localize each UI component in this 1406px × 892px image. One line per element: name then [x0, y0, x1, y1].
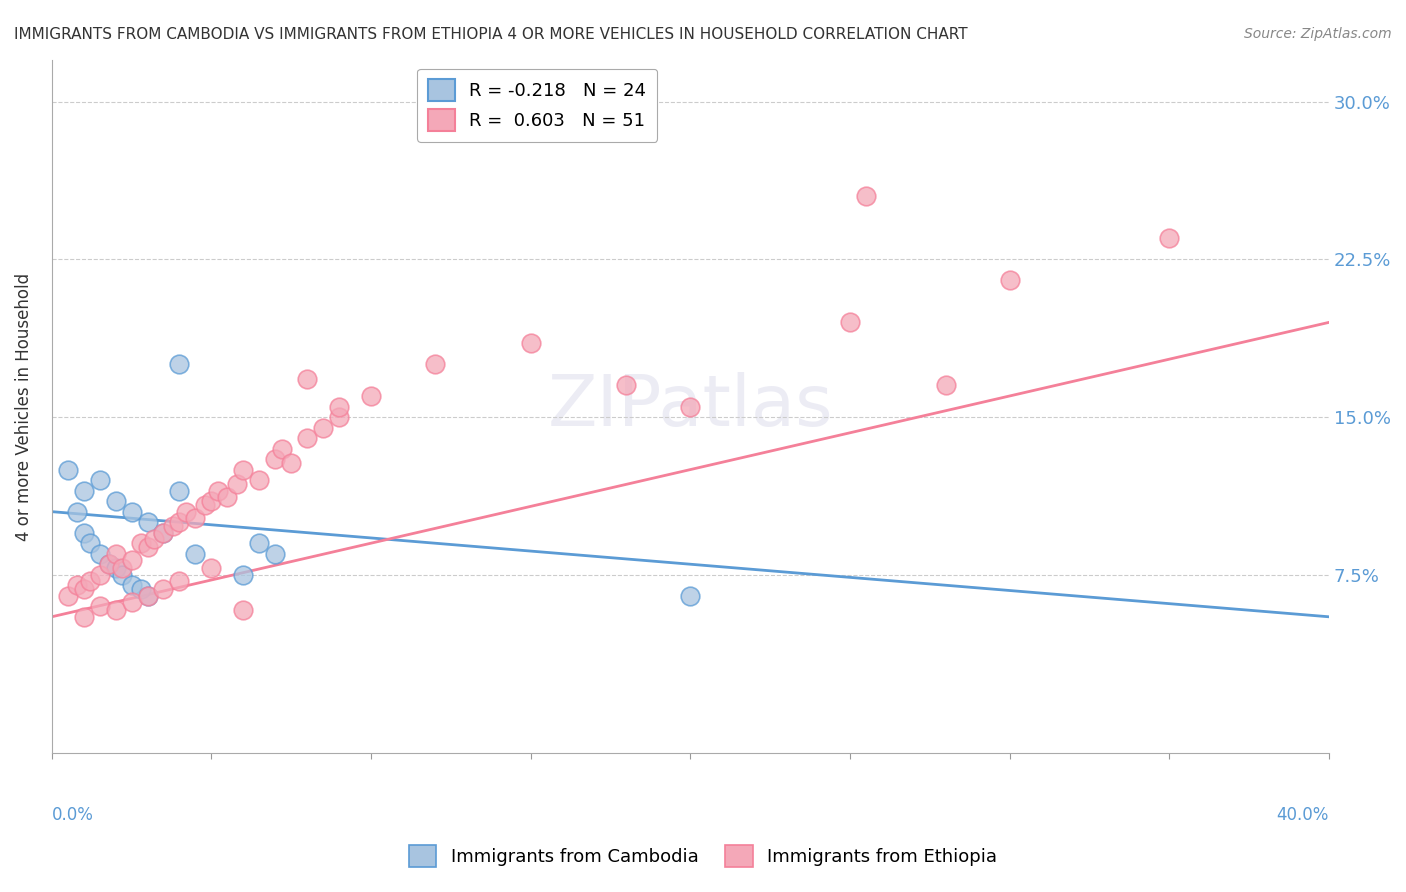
Point [1159, 231, 1181, 245]
Point [98, 558, 121, 572]
Point [998, 273, 1021, 287]
Point [111, 561, 134, 575]
Point [129, 582, 152, 597]
Point [200, 494, 222, 508]
Point [328, 400, 350, 414]
Point [79, 536, 101, 550]
Point [226, 477, 249, 491]
Point [232, 603, 254, 617]
Y-axis label: 4 or more Vehicles in Household: 4 or more Vehicles in Household [15, 272, 32, 541]
Point [679, 589, 702, 603]
Point [169, 358, 191, 372]
Point [312, 420, 335, 434]
Point [169, 515, 191, 529]
Point [616, 378, 638, 392]
Point [264, 452, 287, 467]
Point [232, 567, 254, 582]
Point [247, 536, 270, 550]
Text: ZIPatlas: ZIPatlas [547, 372, 834, 441]
Point [679, 400, 702, 414]
Point [295, 431, 318, 445]
Legend: R = -0.218   N = 24, R =  0.603   N = 51: R = -0.218 N = 24, R = 0.603 N = 51 [418, 69, 657, 142]
Point [152, 525, 174, 540]
Point [73, 525, 96, 540]
Text: 0.0%: 0.0% [52, 806, 94, 824]
Point [66, 505, 89, 519]
Point [162, 519, 184, 533]
Point [270, 442, 292, 456]
Point [111, 567, 134, 582]
Point [136, 541, 159, 555]
Point [152, 582, 174, 597]
Point [184, 511, 207, 525]
Point [104, 603, 127, 617]
Point [56, 462, 79, 476]
Text: IMMIGRANTS FROM CAMBODIA VS IMMIGRANTS FROM ETHIOPIA 4 OR MORE VEHICLES IN HOUSE: IMMIGRANTS FROM CAMBODIA VS IMMIGRANTS F… [14, 27, 967, 42]
Point [194, 499, 217, 513]
Point [855, 189, 877, 203]
Point [89, 547, 111, 561]
Point [66, 578, 89, 592]
Point [174, 505, 197, 519]
Point [73, 483, 96, 498]
Point [136, 589, 159, 603]
Point [169, 574, 191, 588]
Point [56, 589, 79, 603]
Point [89, 567, 111, 582]
Point [121, 553, 143, 567]
Point [89, 473, 111, 487]
Point [423, 358, 446, 372]
Point [73, 609, 96, 624]
Point [121, 595, 143, 609]
Point [104, 547, 127, 561]
Point [142, 532, 165, 546]
Point [73, 582, 96, 597]
Point [152, 525, 174, 540]
Point [328, 410, 350, 425]
Point [121, 505, 143, 519]
Point [200, 561, 222, 575]
Point [280, 456, 302, 470]
Point [232, 462, 254, 476]
Point [136, 515, 159, 529]
Point [184, 547, 207, 561]
Point [104, 561, 127, 575]
Text: Source: ZipAtlas.com: Source: ZipAtlas.com [1244, 27, 1392, 41]
Point [79, 574, 101, 588]
Point [104, 494, 127, 508]
Point [89, 599, 111, 614]
Point [264, 547, 287, 561]
Point [121, 578, 143, 592]
Legend: Immigrants from Cambodia, Immigrants from Ethiopia: Immigrants from Cambodia, Immigrants fro… [402, 838, 1004, 874]
Point [519, 336, 541, 351]
Point [935, 378, 957, 392]
Point [295, 372, 318, 386]
Point [247, 473, 270, 487]
Point [129, 536, 152, 550]
Point [207, 483, 229, 498]
Point [169, 483, 191, 498]
Point [217, 490, 239, 504]
Point [136, 589, 159, 603]
Point [838, 315, 860, 329]
Point [360, 389, 382, 403]
Text: 40.0%: 40.0% [1277, 806, 1329, 824]
Point [98, 558, 121, 572]
